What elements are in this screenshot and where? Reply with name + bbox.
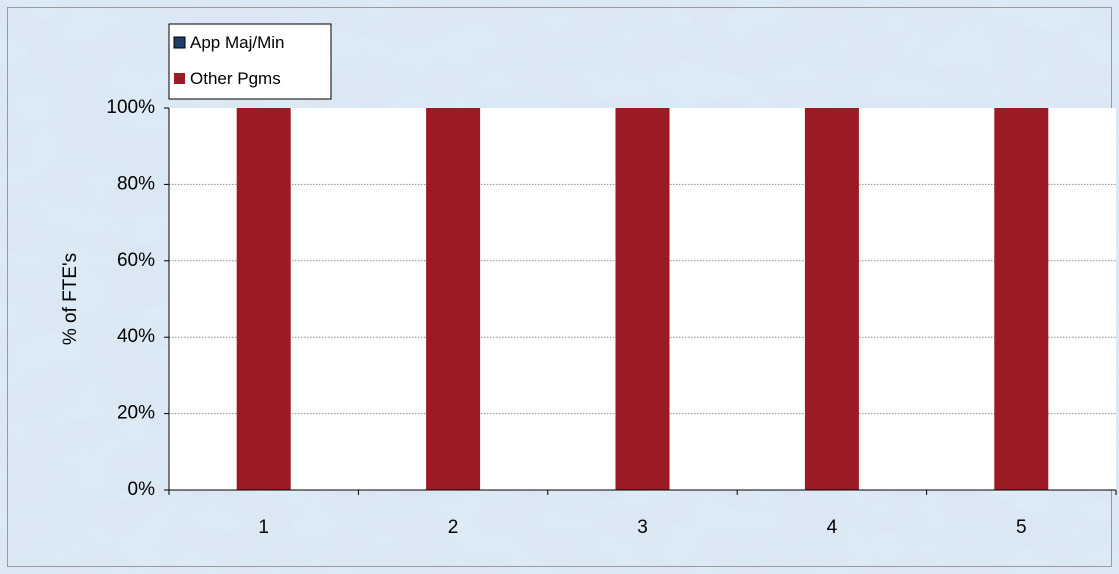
legend-label-app-maj-min: App Maj/Min: [190, 33, 284, 52]
bar-other-pgms: [426, 108, 481, 490]
y-tick-label: 60%: [117, 250, 155, 271]
y-axis-title: % of FTE's: [60, 253, 81, 345]
legend-box: [168, 23, 332, 100]
legend-swatch-app-maj-min: [173, 36, 186, 49]
y-tick-label: 20%: [117, 403, 155, 424]
y-tick-label: 0%: [128, 479, 156, 500]
x-tick-labels: 1 2 3 4 5: [258, 517, 1026, 538]
bar-other-pgms: [236, 108, 291, 490]
bar-other-pgms: [804, 108, 859, 490]
gridlines: [169, 183, 1116, 415]
x-tick-label: 1: [258, 517, 269, 538]
legend: App Maj/Min Other Pgms: [168, 23, 332, 100]
y-tick-label: 80%: [117, 173, 155, 194]
bar-other-pgms: [994, 108, 1049, 490]
y-tick-label: 100%: [106, 97, 155, 118]
y-tick-labels: 0% 20% 40% 60% 80% 100%: [106, 97, 155, 500]
legend-swatch-other-pgms: [174, 73, 185, 84]
x-tick-label: 5: [1016, 517, 1027, 538]
bars: [236, 108, 1049, 490]
x-tick-label: 3: [637, 517, 648, 538]
x-tick-label: 2: [448, 517, 459, 538]
y-tick-label: 40%: [117, 326, 155, 347]
axes: [164, 107, 1117, 495]
bar-other-pgms: [615, 108, 670, 490]
x-tick-label: 4: [827, 517, 838, 538]
legend-label-other-pgms: Other Pgms: [190, 69, 281, 88]
